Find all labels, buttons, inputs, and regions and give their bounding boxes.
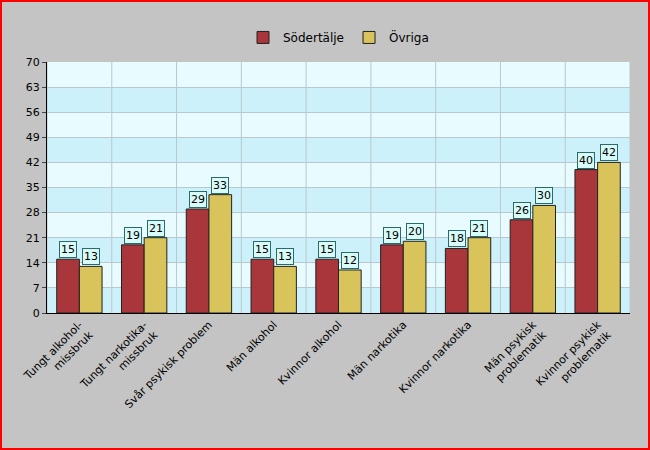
- svg-text:42: 42: [26, 156, 40, 169]
- svg-text:30: 30: [537, 189, 551, 202]
- svg-text:21: 21: [149, 222, 163, 235]
- svg-text:12: 12: [343, 254, 357, 267]
- svg-text:21: 21: [472, 222, 486, 235]
- svg-text:Tungt narkotika-missbruk: Tungt narkotika-missbruk: [77, 318, 160, 401]
- svg-text:14: 14: [26, 257, 40, 270]
- svg-text:0: 0: [33, 307, 40, 320]
- svg-text:7: 7: [33, 282, 40, 295]
- svg-text:Kvinnor alkohol: Kvinnor alkohol: [275, 319, 344, 388]
- svg-text:35: 35: [26, 181, 40, 194]
- svg-text:15: 15: [61, 243, 75, 256]
- svg-text:Kvinnor narkotika: Kvinnor narkotika: [396, 319, 474, 397]
- svg-text:13: 13: [278, 250, 292, 263]
- svg-text:15: 15: [255, 243, 269, 256]
- svg-text:Södertälje: Södertälje: [283, 31, 344, 45]
- svg-text:20: 20: [408, 225, 422, 238]
- svg-text:13: 13: [84, 250, 98, 263]
- svg-text:28: 28: [26, 206, 40, 219]
- svg-text:Män narkotika: Män narkotika: [345, 319, 409, 383]
- svg-text:56: 56: [26, 106, 40, 119]
- svg-text:Män psykiskproblematik: Män psykiskproblematik: [482, 318, 549, 385]
- svg-text:42: 42: [602, 146, 616, 159]
- svg-text:26: 26: [515, 204, 529, 217]
- svg-text:19: 19: [126, 229, 140, 242]
- svg-text:Kvinnor psykiskproblematik: Kvinnor psykiskproblematik: [533, 318, 614, 399]
- svg-text:40: 40: [579, 154, 593, 167]
- svg-text:19: 19: [385, 229, 399, 242]
- svg-text:Tungt alkohol-missbruk: Tungt alkohol-missbruk: [21, 318, 96, 393]
- svg-text:18: 18: [450, 232, 464, 245]
- svg-text:Övriga: Övriga: [389, 29, 429, 45]
- svg-text:Män alkohol: Män alkohol: [224, 319, 280, 375]
- svg-text:Svår psykisk problem: Svår psykisk problem: [122, 319, 215, 412]
- svg-text:49: 49: [26, 131, 40, 144]
- svg-text:15: 15: [320, 243, 334, 256]
- svg-text:21: 21: [26, 232, 40, 245]
- svg-text:29: 29: [191, 193, 205, 206]
- svg-text:70: 70: [26, 56, 40, 69]
- svg-text:33: 33: [213, 179, 227, 192]
- svg-text:63: 63: [26, 81, 40, 94]
